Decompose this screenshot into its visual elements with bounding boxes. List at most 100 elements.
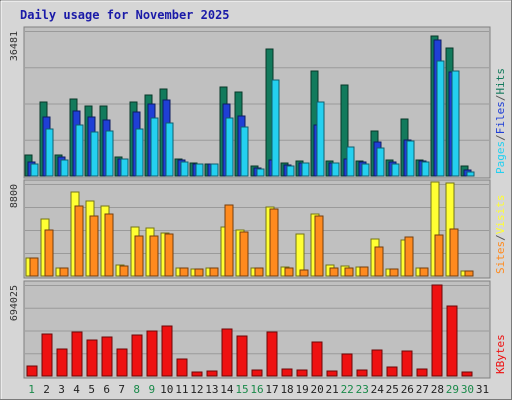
- y-max-label: 694025: [9, 285, 20, 321]
- bar-kbytes-day-29: [446, 305, 458, 377]
- bar-pages-day-27: [421, 161, 430, 177]
- bar-sites-day-29: [449, 228, 459, 277]
- bar-pages-day-16: [256, 168, 265, 177]
- bar-sites-day-2: [44, 229, 54, 277]
- bar-pages-day-22: [346, 146, 355, 177]
- x-tick-label-13: 13: [205, 383, 218, 396]
- y-max-label: 8800: [9, 184, 20, 208]
- bar-kbytes-day-24: [371, 349, 383, 377]
- bar-sites-day-3: [59, 267, 69, 277]
- bar-kbytes-day-27: [416, 368, 428, 377]
- bar-sites-day-19: [299, 269, 309, 277]
- x-tick-label-10: 10: [160, 383, 173, 396]
- bar-pages-day-11: [180, 161, 189, 177]
- bar-sites-day-23: [359, 266, 369, 277]
- x-tick-label-14: 14: [220, 383, 234, 396]
- bar-pages-day-10: [165, 122, 174, 177]
- x-tick-label-31: 31: [476, 383, 489, 396]
- bar-kbytes-day-3: [56, 348, 68, 377]
- x-tick-label-1: 1: [28, 383, 35, 396]
- bar-sites-day-7: [119, 265, 129, 277]
- bar-kbytes-day-19: [296, 369, 308, 377]
- bar-sites-day-8: [134, 235, 144, 277]
- panel-kbytes: 694025 KBytes: [9, 280, 507, 379]
- bar-pages-day-14: [225, 117, 234, 177]
- x-tick-label-8: 8: [133, 383, 140, 396]
- bar-pages-day-20: [316, 101, 325, 177]
- x-tick-label-27: 27: [416, 383, 429, 396]
- bar-pages-day-15: [240, 126, 249, 177]
- bar-pages-day-7: [120, 158, 129, 177]
- legend-label-0: Pages: [494, 141, 507, 174]
- bar-kbytes-day-26: [401, 350, 413, 377]
- bar-kbytes-day-10: [161, 325, 173, 377]
- bar-pages-day-19: [301, 162, 310, 177]
- bar-sites-day-1: [29, 257, 39, 277]
- x-tick-label-18: 18: [280, 383, 293, 396]
- bar-sites-day-6: [104, 213, 114, 277]
- chart-panels: 36481Pages/Files/Hits8800Sites/Visits694…: [9, 26, 507, 379]
- bar-kbytes-day-1: [26, 365, 38, 377]
- bar-sites-day-18: [284, 267, 294, 277]
- bar-pages-day-25: [391, 163, 400, 177]
- y-max-label: 36481: [9, 31, 20, 61]
- bar-sites-day-15: [239, 231, 249, 277]
- legend-label-0: KBytes: [494, 334, 507, 374]
- bar-kbytes-day-16: [251, 369, 263, 377]
- bar-pages-day-9: [150, 117, 159, 177]
- bar-sites-day-17: [269, 208, 279, 277]
- bar-pages-day-26: [406, 140, 415, 177]
- bar-kbytes-day-20: [311, 341, 323, 377]
- x-tick-label-2: 2: [43, 383, 50, 396]
- x-tick-label-17: 17: [265, 383, 278, 396]
- x-tick-label-21: 21: [326, 383, 339, 396]
- x-tick-label-26: 26: [401, 383, 414, 396]
- bar-sites-day-16: [254, 267, 264, 277]
- legend-label-4: Hits: [494, 68, 507, 95]
- x-tick-label-7: 7: [118, 383, 125, 396]
- legend-kbytes: KBytes: [494, 334, 507, 374]
- bar-kbytes-day-12: [191, 371, 203, 377]
- bar-kbytes-day-8: [131, 334, 143, 377]
- bar-sites-day-27: [419, 267, 429, 277]
- legend-hits-files-pages: Pages/Files/Hits: [494, 68, 507, 174]
- bar-pages-day-17: [271, 79, 280, 177]
- x-tick-label-25: 25: [386, 383, 399, 396]
- bar-kbytes-day-25: [386, 366, 398, 377]
- x-tick-label-29: 29: [446, 383, 459, 396]
- x-tick-label-3: 3: [58, 383, 65, 396]
- x-tick-label-15: 15: [235, 383, 248, 396]
- bar-pages-day-13: [210, 163, 219, 177]
- x-tick-label-12: 12: [190, 383, 203, 396]
- bar-sites-day-28: [434, 234, 444, 277]
- x-tick-label-19: 19: [295, 383, 308, 396]
- chart-title: Daily usage for November 2025: [20, 8, 230, 22]
- bar-sites-day-5: [89, 215, 99, 277]
- bar-pages-day-4: [75, 124, 84, 177]
- bar-kbytes-day-14: [221, 328, 233, 377]
- x-tick-label-4: 4: [73, 383, 80, 396]
- x-tick-label-5: 5: [88, 383, 95, 396]
- x-tick-label-16: 16: [250, 383, 263, 396]
- x-tick-label-23: 23: [356, 383, 369, 396]
- bar-kbytes-day-28: [431, 284, 443, 377]
- x-tick-label-24: 24: [371, 383, 385, 396]
- bar-pages-day-2: [45, 128, 54, 177]
- legend-label-3: /: [494, 95, 507, 102]
- x-tick-label-11: 11: [175, 383, 188, 396]
- bar-pages-day-29: [451, 70, 460, 177]
- legend-label-2: Visits: [494, 195, 507, 235]
- bar-sites-day-10: [164, 233, 174, 277]
- bar-sites-day-4: [74, 205, 84, 277]
- legend-label-0: Sites: [494, 241, 507, 274]
- bar-pages-day-6: [105, 130, 114, 177]
- bar-sites-day-22: [344, 267, 354, 277]
- bar-kbytes-day-6: [101, 336, 113, 377]
- bar-sites-day-21: [329, 267, 339, 277]
- bar-kbytes-day-13: [206, 370, 218, 377]
- bar-sites-day-11: [179, 267, 189, 277]
- bar-pages-day-5: [90, 131, 99, 177]
- bar-kbytes-day-2: [41, 333, 53, 377]
